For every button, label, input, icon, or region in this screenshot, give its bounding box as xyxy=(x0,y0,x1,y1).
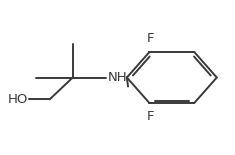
Text: F: F xyxy=(147,32,154,45)
Text: NH: NH xyxy=(107,71,127,84)
Text: F: F xyxy=(147,110,154,123)
Text: HO: HO xyxy=(8,93,28,106)
